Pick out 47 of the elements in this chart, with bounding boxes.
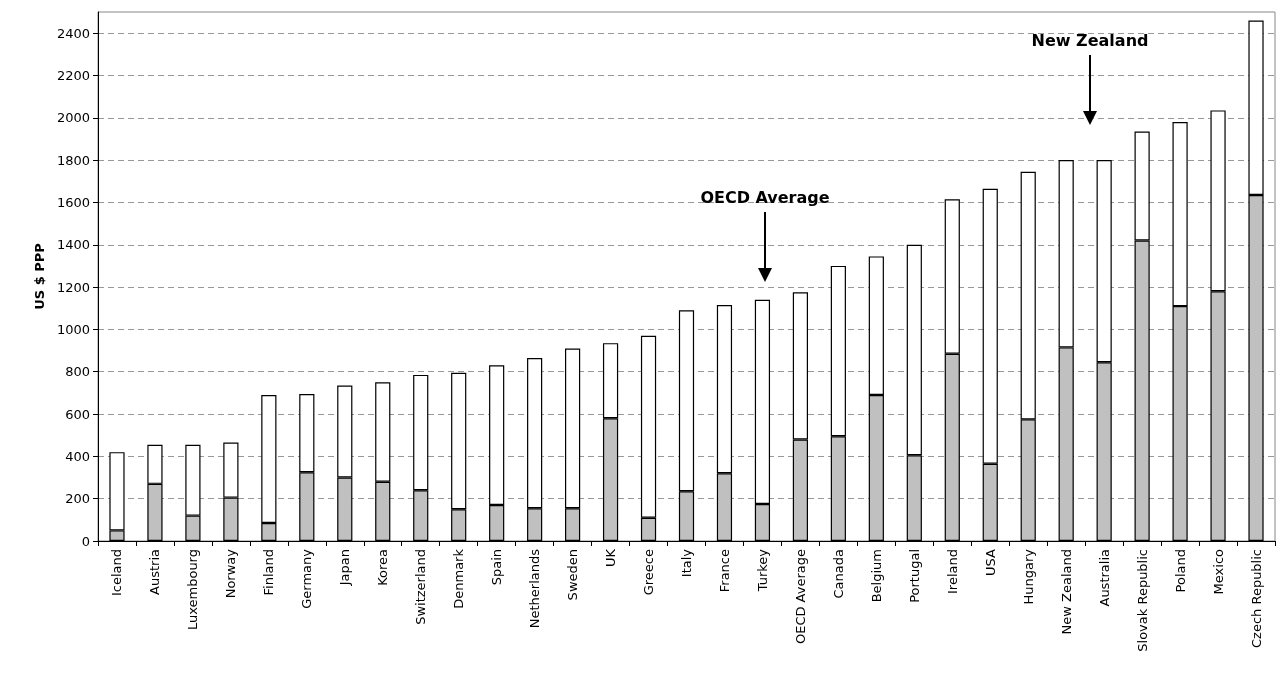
annotation: OECD Average — [700, 188, 830, 207]
x-tick-label: Sweden — [565, 549, 581, 601]
x-tick-label: Canada — [830, 549, 846, 599]
y-tick-label: 1800 — [56, 152, 90, 168]
x-tick-label: France — [716, 549, 732, 593]
annotation: New Zealand — [1031, 31, 1149, 50]
y-tick-label: 1200 — [56, 279, 90, 295]
x-tick-label: Hungary — [1020, 548, 1036, 605]
y-axis-title: US $ PPP — [32, 243, 47, 310]
x-tick-label: Ireland — [944, 549, 960, 594]
y-tick-label: 1400 — [56, 237, 90, 253]
x-tick-label: Czech Republic — [1248, 549, 1264, 648]
x-tick-label: Iceland — [109, 549, 125, 597]
y-tick-label: 600 — [65, 406, 90, 422]
x-tick-label: Turkey — [754, 548, 770, 593]
x-tick-label: Switzerland — [413, 549, 429, 625]
x-tick-label: USA — [982, 548, 998, 576]
x-tick-label: Portugal — [906, 549, 922, 603]
x-tick-label: Mexico — [1210, 548, 1226, 595]
x-tick-label: UK — [603, 548, 619, 568]
y-tick-label: 2000 — [56, 110, 90, 126]
x-tick-label: Belgium — [868, 549, 884, 603]
x-tick-label: Japan — [337, 549, 353, 587]
x-tick-label: Greece — [641, 549, 657, 596]
y-tick-label: 400 — [65, 448, 90, 464]
x-tick-label: Poland — [1172, 549, 1188, 593]
x-tick-label: Korea — [375, 549, 391, 586]
x-tick-label: Austria — [147, 549, 163, 595]
x-tick-label: Norway — [223, 548, 239, 599]
y-tick-label: 1600 — [56, 194, 90, 210]
x-tick-label: Luxembourg — [185, 549, 201, 631]
x-tick-label: New Zealand — [1058, 549, 1074, 635]
y-tick-label: 800 — [65, 364, 90, 380]
x-tick-label: Italy — [679, 548, 694, 578]
x-tick-label: Finland — [261, 549, 277, 596]
y-tick-label: 0 — [81, 533, 90, 549]
y-tick-label: 2400 — [56, 25, 90, 41]
x-tick-label: Australia — [1096, 549, 1112, 607]
x-tick-label: Denmark — [451, 548, 467, 609]
y-tick-label: 1000 — [56, 321, 90, 337]
x-tick-label: Slovak Republic — [1134, 549, 1150, 652]
y-tick-label: 2200 — [56, 67, 90, 83]
x-tick-label: OECD Average — [792, 549, 808, 645]
x-tick-label: Netherlands — [527, 548, 543, 629]
y-tick-label: 200 — [65, 491, 90, 507]
x-tick-label: Germany — [299, 548, 315, 609]
x-tick-label: Spain — [489, 549, 505, 586]
